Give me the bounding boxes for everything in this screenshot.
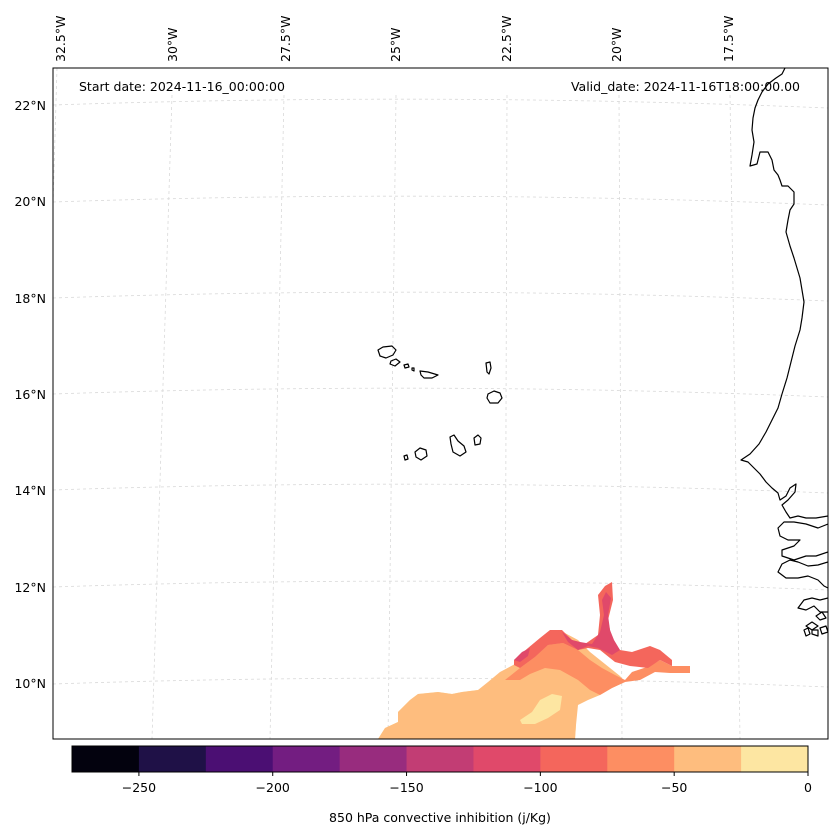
bijagos-islands — [803, 611, 828, 637]
colorbar: −250 −200 −150 −100 −50 0 — [71, 745, 812, 795]
gridline-lon-17-5 — [729, 94, 741, 739]
cin-region-light-inner — [520, 694, 562, 724]
colorbar-swatch-m25-to-0 — [741, 746, 809, 772]
cape-verde-fogo — [414, 447, 428, 461]
cin-region-magenta — [562, 592, 620, 655]
colorbar-swatch-m150-to-m125 — [406, 746, 474, 772]
cape-verde-sao-nicolau — [419, 370, 439, 379]
gridline-lat-22 — [53, 98, 828, 109]
lon-label-32-5: 32.5°W — [53, 16, 68, 62]
colorbar-tick-label: 0 — [804, 780, 812, 795]
cin-field — [378, 582, 690, 739]
colorbar-swatch-m225-to-m200 — [205, 746, 274, 772]
gridline-lat-16 — [53, 387, 828, 398]
cape-verde-sal — [485, 361, 492, 375]
africa-coastline-bissau — [797, 597, 828, 613]
map-frame — [52, 67, 829, 740]
lon-label-17-5: 17.5°W — [721, 16, 736, 62]
lon-label-27-5: 27.5°W — [278, 16, 293, 62]
map-area — [53, 68, 828, 739]
colorbar-tick-label: −100 — [523, 780, 557, 795]
cape-verde-santo-antao — [377, 345, 397, 359]
gridline-lon-22-5 — [504, 94, 508, 739]
colorbar-label: 850 hPa convective inhibition (j/Kg) — [329, 810, 551, 825]
gridline-lat-18 — [53, 291, 828, 302]
colorbar-swatch-m200-to-m175 — [272, 746, 341, 772]
lat-label-10: 10°N — [14, 676, 46, 691]
colorbar-tick-label: −200 — [256, 780, 290, 795]
lon-label-30: 30°W — [165, 27, 180, 62]
gridline-lon-20 — [618, 94, 623, 739]
gridline-lat-14 — [53, 483, 828, 494]
lon-label-20: 20°W — [609, 27, 624, 62]
colorbar-frame — [71, 745, 809, 773]
cin-region-magenta-small — [514, 648, 530, 662]
cape-verde-sao-vicente — [389, 358, 401, 367]
cape-verde-brava — [403, 454, 409, 461]
africa-coastline — [740, 68, 828, 519]
colorbar-swatch-m275-to-m250 — [72, 746, 140, 772]
gridline-lon-32-5 — [53, 68, 58, 206]
gridline-lon-27-5 — [269, 94, 285, 739]
cin-region-orange — [505, 643, 690, 695]
gridlines — [53, 68, 828, 739]
cape-verde-maio — [473, 434, 482, 446]
lat-label-16: 16°N — [14, 387, 46, 402]
gridline-lon-30 — [151, 94, 173, 739]
lat-label-14: 14°N — [14, 483, 46, 498]
start-date-label: Start date: 2024-11-16_00:00:00 — [79, 79, 285, 94]
lat-label-22: 22°N — [14, 98, 46, 113]
lat-label-18: 18°N — [14, 291, 46, 306]
coastlines — [377, 68, 828, 637]
colorbar-swatch-m75-to-m50 — [607, 746, 675, 772]
gridline-lat-10 — [53, 677, 828, 688]
cape-verde-santiago — [449, 434, 467, 457]
colorbar-tick-label: −150 — [389, 780, 423, 795]
gridline-lon-25 — [387, 94, 397, 739]
cin-region-coral — [514, 582, 672, 668]
cape-verde-boa-vista — [486, 390, 503, 404]
valid-date-label: Valid_date: 2024-11-16T18:00:00.00 — [571, 79, 800, 94]
gridline-lat-20 — [53, 195, 828, 206]
longitude-labels: 32.5°W 30°W 27.5°W 25°W 22.5°W 20°W 17.5… — [53, 16, 736, 62]
africa-coastline-south — [777, 521, 828, 561]
gridline-lat-12 — [53, 580, 828, 591]
lat-label-20: 20°N — [14, 194, 46, 209]
colorbar-swatch-m50-to-m25 — [674, 746, 742, 772]
lon-label-25: 25°W — [388, 27, 403, 62]
colorbar-swatch-m250-to-m225 — [138, 746, 207, 772]
colorbar-swatch-m100-to-m75 — [540, 746, 608, 772]
cape-verde-santa-luzia — [403, 363, 410, 369]
colorbar-tick-label: −250 — [122, 780, 156, 795]
africa-coastline-guinea — [777, 559, 828, 589]
lat-label-12: 12°N — [14, 580, 46, 595]
colorbar-swatch-m175-to-m150 — [339, 746, 408, 772]
cape-verde-raso — [411, 367, 415, 372]
latitude-labels: 22°N 20°N 18°N 16°N 14°N 12°N 10°N — [14, 98, 46, 691]
colorbar-swatch-m125-to-m100 — [473, 746, 541, 772]
colorbar-tick-label: −50 — [661, 780, 687, 795]
lon-label-22-5: 22.5°W — [499, 16, 514, 62]
